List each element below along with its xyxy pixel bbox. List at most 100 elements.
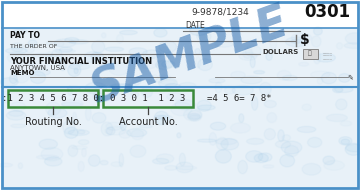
- Ellipse shape: [299, 62, 309, 66]
- Text: PAY TO: PAY TO: [10, 31, 40, 40]
- Ellipse shape: [92, 113, 106, 123]
- Text: MEMO: MEMO: [10, 70, 35, 76]
- Ellipse shape: [179, 153, 185, 166]
- Ellipse shape: [282, 135, 291, 141]
- Ellipse shape: [175, 100, 195, 110]
- Ellipse shape: [267, 113, 277, 123]
- Ellipse shape: [159, 41, 176, 53]
- Ellipse shape: [345, 143, 360, 155]
- Ellipse shape: [345, 33, 360, 44]
- Ellipse shape: [239, 52, 257, 60]
- Ellipse shape: [275, 140, 291, 148]
- Ellipse shape: [25, 44, 35, 53]
- Ellipse shape: [282, 75, 297, 80]
- Ellipse shape: [65, 38, 79, 43]
- Ellipse shape: [177, 133, 181, 138]
- Text: 9-9878/1234: 9-9878/1234: [191, 7, 249, 17]
- Ellipse shape: [60, 47, 72, 52]
- Ellipse shape: [188, 113, 201, 120]
- Text: DOLLARS: DOLLARS: [262, 49, 298, 55]
- Ellipse shape: [339, 137, 352, 145]
- Ellipse shape: [254, 70, 265, 74]
- Ellipse shape: [131, 92, 139, 97]
- Ellipse shape: [281, 141, 302, 154]
- Ellipse shape: [85, 82, 106, 94]
- Ellipse shape: [258, 153, 272, 162]
- Ellipse shape: [158, 75, 171, 80]
- Ellipse shape: [297, 126, 316, 132]
- Ellipse shape: [63, 121, 75, 134]
- Ellipse shape: [198, 105, 215, 110]
- Ellipse shape: [33, 69, 50, 76]
- Text: ____: ____: [322, 55, 332, 59]
- Ellipse shape: [62, 102, 82, 106]
- Ellipse shape: [41, 147, 63, 161]
- Ellipse shape: [156, 154, 174, 163]
- Ellipse shape: [39, 139, 58, 149]
- Ellipse shape: [127, 128, 147, 137]
- Ellipse shape: [64, 127, 78, 138]
- Ellipse shape: [239, 114, 244, 122]
- Text: Account No.: Account No.: [119, 117, 177, 127]
- Ellipse shape: [264, 128, 275, 140]
- Ellipse shape: [84, 52, 100, 63]
- Bar: [103, 90, 193, 107]
- Ellipse shape: [120, 30, 137, 35]
- Ellipse shape: [91, 41, 105, 53]
- Ellipse shape: [68, 145, 78, 157]
- FancyBboxPatch shape: [302, 48, 318, 59]
- Text: YOUR FINANCIAL INSTITUTION: YOUR FINANCIAL INSTITUTION: [10, 58, 152, 66]
- Ellipse shape: [48, 108, 67, 118]
- Ellipse shape: [93, 92, 102, 101]
- Text: DATE: DATE: [185, 21, 205, 30]
- Ellipse shape: [197, 31, 211, 42]
- Ellipse shape: [105, 47, 123, 51]
- Ellipse shape: [291, 33, 312, 42]
- Ellipse shape: [339, 74, 350, 82]
- Ellipse shape: [120, 120, 126, 130]
- Ellipse shape: [6, 111, 26, 120]
- Ellipse shape: [68, 64, 81, 77]
- Ellipse shape: [154, 111, 169, 125]
- Bar: [8, 90, 98, 107]
- Ellipse shape: [141, 86, 153, 97]
- Ellipse shape: [246, 151, 263, 162]
- Ellipse shape: [260, 82, 271, 95]
- Ellipse shape: [346, 144, 360, 152]
- Ellipse shape: [243, 48, 253, 58]
- Ellipse shape: [11, 124, 26, 128]
- Ellipse shape: [285, 37, 307, 47]
- Text: 0301: 0301: [304, 3, 350, 21]
- Bar: [3, 28, 357, 187]
- Ellipse shape: [14, 71, 29, 83]
- Ellipse shape: [162, 61, 175, 68]
- Ellipse shape: [18, 163, 23, 169]
- Ellipse shape: [327, 114, 347, 122]
- Ellipse shape: [250, 57, 255, 68]
- Text: ANYTOWN, USA: ANYTOWN, USA: [10, 65, 65, 71]
- Text: :1 2 3 4 5 6 7 8 0:: :1 2 3 4 5 6 7 8 0:: [2, 94, 104, 103]
- Ellipse shape: [190, 26, 208, 36]
- Text: $: $: [300, 33, 310, 47]
- Ellipse shape: [177, 166, 197, 170]
- Ellipse shape: [69, 40, 89, 44]
- Ellipse shape: [46, 41, 52, 45]
- Ellipse shape: [165, 84, 181, 90]
- Ellipse shape: [99, 58, 115, 70]
- Ellipse shape: [153, 158, 169, 164]
- Ellipse shape: [231, 123, 250, 133]
- Ellipse shape: [140, 58, 158, 69]
- Ellipse shape: [254, 154, 268, 163]
- Ellipse shape: [336, 99, 347, 110]
- Ellipse shape: [195, 48, 201, 55]
- Ellipse shape: [130, 145, 146, 157]
- Ellipse shape: [100, 160, 108, 165]
- Bar: [2, 2, 358, 20]
- Ellipse shape: [291, 39, 302, 44]
- Ellipse shape: [221, 139, 239, 150]
- Ellipse shape: [158, 115, 172, 120]
- Ellipse shape: [247, 138, 264, 144]
- Ellipse shape: [102, 33, 106, 38]
- Ellipse shape: [252, 97, 258, 110]
- Ellipse shape: [209, 78, 225, 83]
